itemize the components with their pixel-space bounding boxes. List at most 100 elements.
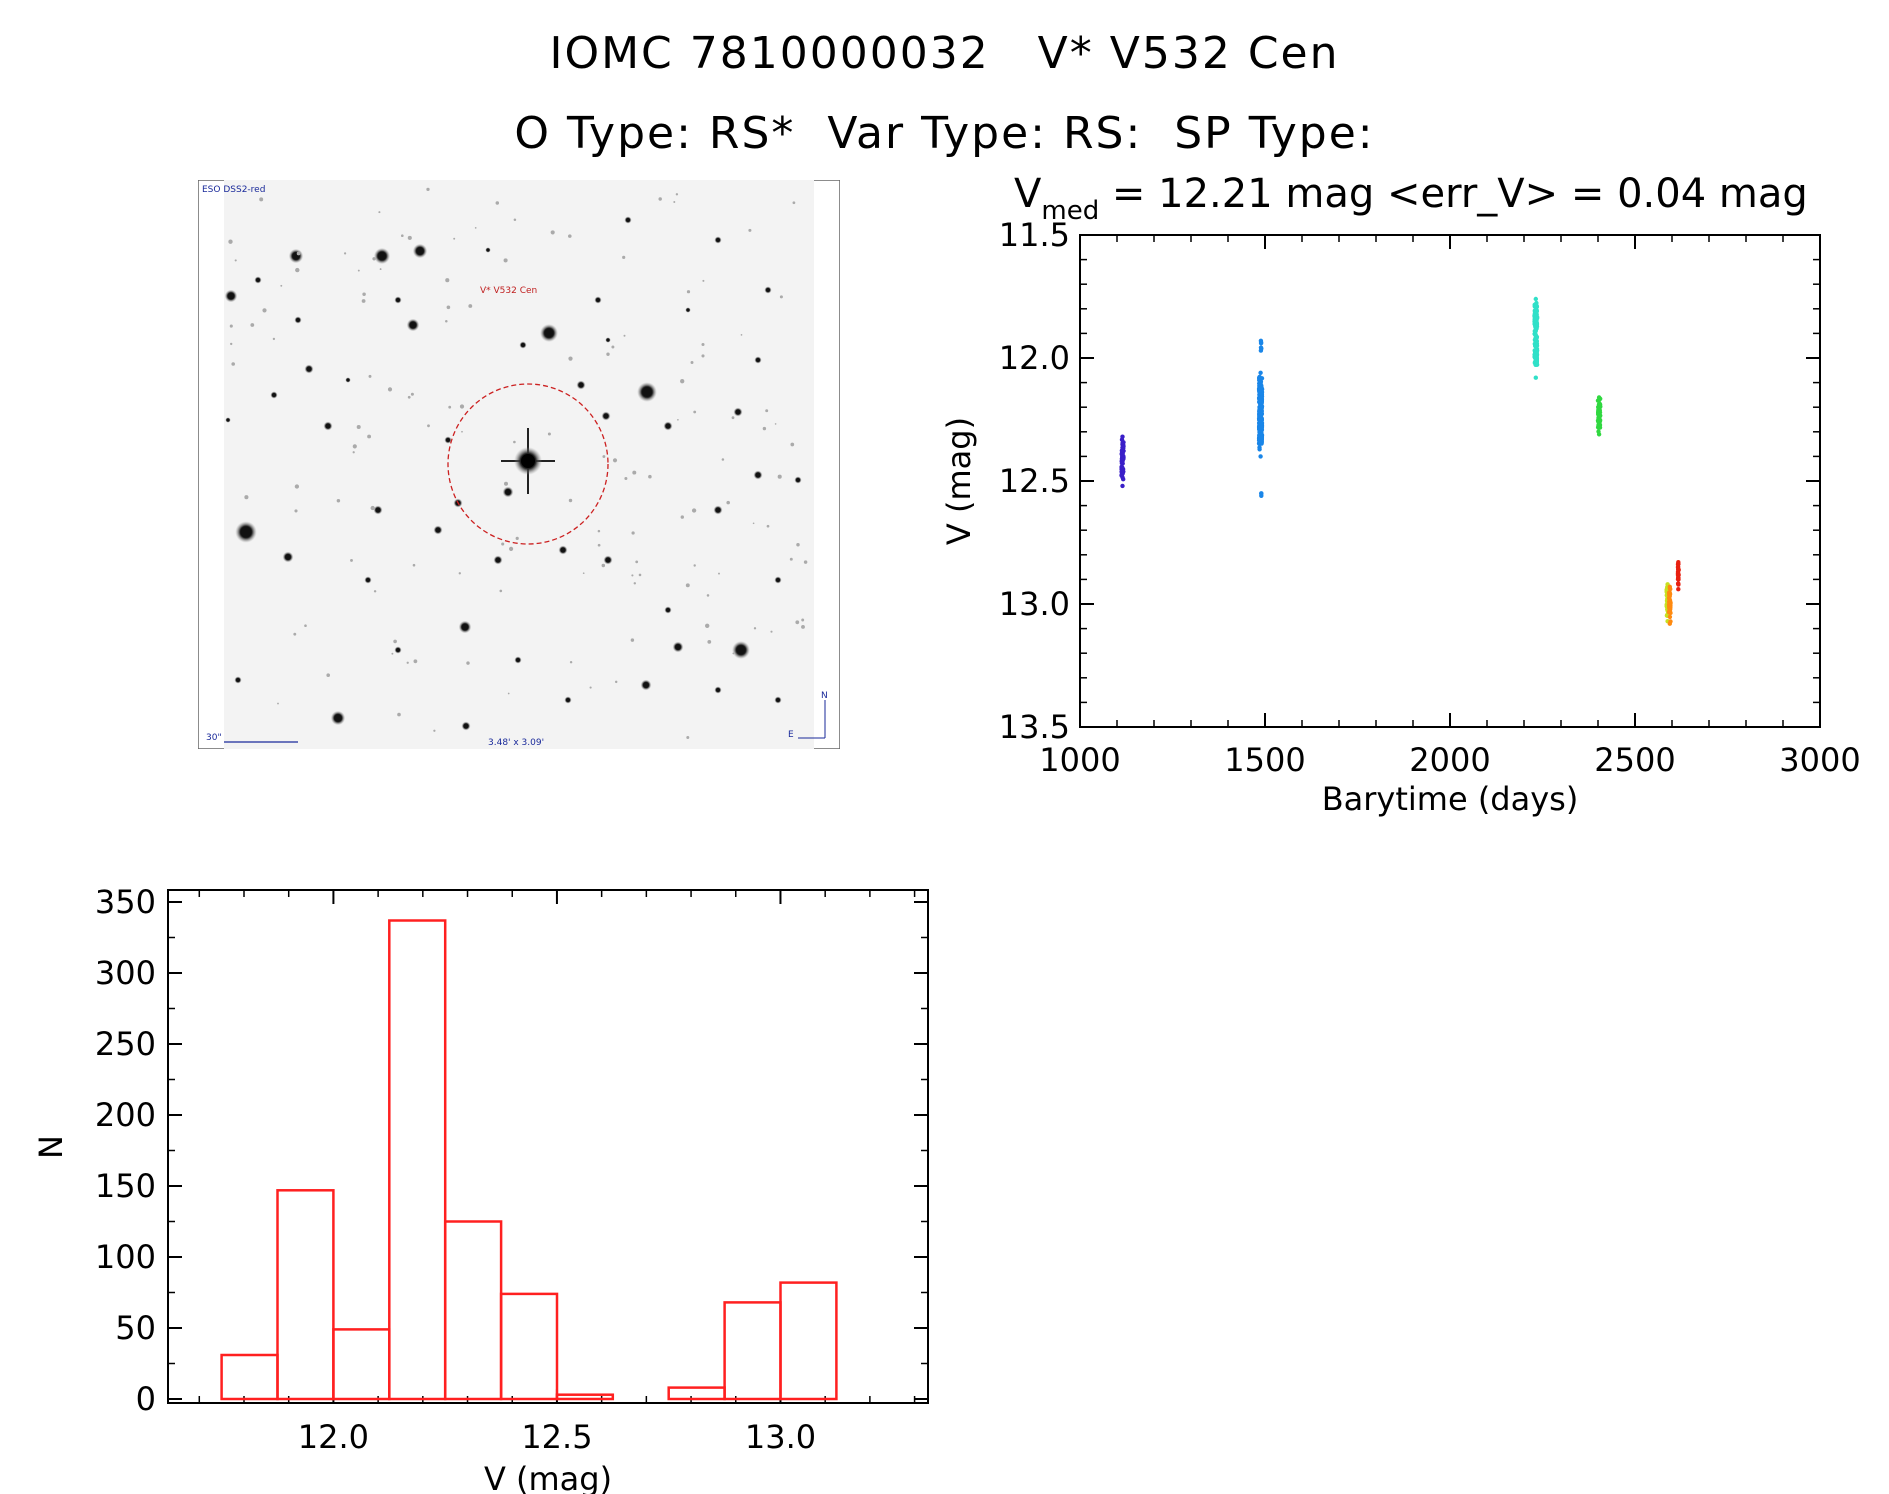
faint-star — [789, 557, 793, 561]
faint-star — [547, 432, 551, 436]
faint-star — [568, 498, 573, 503]
field-star-core — [642, 387, 652, 397]
faint-star — [680, 515, 684, 519]
faint-star — [262, 308, 267, 313]
hist-x-tick-label: 13.0 — [745, 1418, 816, 1456]
faint-star — [412, 563, 416, 567]
faint-star — [401, 234, 404, 237]
field-star-core — [776, 698, 780, 702]
lc-point — [1120, 483, 1125, 489]
lc-y-label: V (mag) — [940, 417, 978, 545]
faint-star — [632, 470, 637, 475]
field-star-core — [226, 418, 230, 422]
lc-point — [1667, 595, 1672, 600]
faint-star — [792, 201, 796, 205]
faint-star — [638, 573, 642, 577]
lc-title: Vmed = 12.21 mag <err_V> = 0.04 mag — [1014, 171, 1808, 226]
field-star-core — [605, 557, 611, 563]
faint-star — [368, 374, 372, 378]
hist-bar — [499, 1292, 559, 1401]
lc-point — [1259, 425, 1264, 430]
lc-point — [1120, 444, 1126, 450]
field-star-core — [256, 278, 260, 282]
faint-star — [272, 337, 276, 341]
faint-star — [507, 692, 510, 695]
histogram-chart: 0 50 100 150 200 250 300 350 12.0 12.5 13.0 V (mag… — [32, 883, 929, 1494]
field-star-core — [675, 644, 681, 650]
lc-point — [1667, 584, 1673, 589]
lc-point — [1533, 343, 1538, 349]
lc-y-tick-label: 13.5 — [999, 708, 1070, 746]
faint-star — [231, 362, 235, 366]
field-star-core — [416, 247, 424, 255]
faint-star — [631, 531, 635, 535]
lc-y-tick-label: 12.0 — [999, 339, 1070, 377]
faint-star — [296, 251, 301, 256]
field-star-core — [505, 489, 511, 495]
field-star-core — [715, 507, 721, 513]
lc-point — [1666, 610, 1672, 615]
faint-star — [362, 292, 366, 296]
field-star-core — [463, 723, 469, 729]
lc-point — [1676, 581, 1681, 586]
survey-label: ESO DSS2-red — [202, 185, 265, 195]
lc-point — [1259, 435, 1264, 441]
faint-star — [686, 290, 691, 294]
lc-point — [1533, 315, 1539, 320]
hist-y-tick-label: 200 — [95, 1096, 156, 1134]
faint-star — [459, 404, 465, 409]
lc-point — [1258, 454, 1263, 459]
field-star-core — [396, 298, 400, 302]
faint-star — [801, 624, 805, 629]
lc-point — [1257, 396, 1262, 401]
faint-star — [612, 458, 618, 463]
lc-point — [1259, 493, 1264, 498]
faint-star — [234, 259, 237, 262]
lc-point — [1121, 477, 1126, 482]
faint-star — [568, 234, 572, 238]
field-star-core — [486, 248, 490, 252]
faint-star — [673, 201, 676, 203]
faint-star — [550, 230, 555, 235]
hist-y-tick-label: 0 — [136, 1380, 156, 1418]
faint-star — [648, 474, 652, 479]
faint-star — [413, 659, 418, 664]
faint-star — [468, 304, 473, 308]
lc-point — [1121, 456, 1126, 461]
field-star-core — [435, 527, 441, 533]
faint-star — [259, 197, 264, 202]
faint-star — [230, 342, 233, 346]
field-star-core — [409, 321, 417, 329]
faint-star — [677, 418, 679, 421]
faint-star — [701, 342, 705, 347]
lc-x-tick-label: 1000 — [1039, 741, 1120, 779]
field-star-core — [666, 608, 670, 612]
faint-star — [795, 620, 800, 625]
faint-star — [718, 572, 720, 575]
hist-x-label: V (mag) — [484, 1460, 612, 1494]
faint-star — [779, 295, 783, 299]
faint-star — [777, 474, 782, 479]
faint-star — [658, 197, 662, 201]
field-star-core — [516, 658, 520, 662]
field-star-core — [736, 645, 746, 655]
faint-star — [336, 499, 341, 503]
field-star-core — [521, 343, 525, 347]
faint-star — [801, 618, 805, 622]
faint-star — [407, 235, 412, 240]
lc-point — [1533, 326, 1539, 332]
lc-point — [1534, 321, 1540, 326]
faint-star — [293, 632, 297, 636]
faint-star — [387, 387, 393, 392]
field-star-core — [325, 423, 331, 429]
lc-point — [1676, 560, 1681, 565]
hist-bar — [723, 1301, 782, 1401]
faint-star — [453, 237, 456, 240]
faint-star — [691, 508, 697, 513]
faint-star — [326, 673, 330, 677]
faint-star — [732, 652, 735, 655]
faint-star — [361, 299, 366, 303]
lc-point — [1676, 567, 1681, 572]
faint-star — [427, 424, 430, 428]
field-star-core — [796, 478, 800, 482]
